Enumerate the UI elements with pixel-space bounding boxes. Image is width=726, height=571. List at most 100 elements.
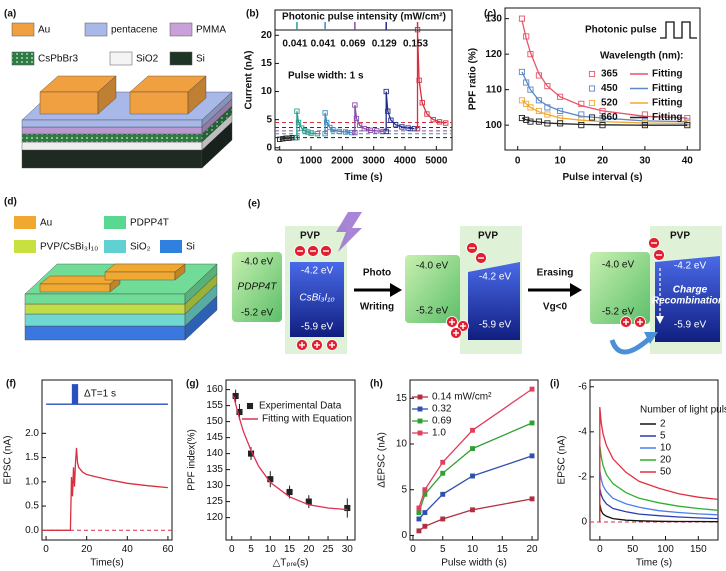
x-tick-label: 15 — [284, 544, 296, 555]
marker — [529, 420, 535, 426]
marker — [544, 111, 551, 118]
x-tick-label: 10 — [555, 155, 567, 166]
marker — [414, 125, 421, 132]
legend-label: Experimental Data — [259, 401, 342, 412]
legend-label: 0.69 — [432, 416, 452, 427]
x-axis-label: Time(s) — [90, 557, 124, 568]
layer-front — [104, 271, 176, 281]
x-tick-label: 20 — [81, 544, 93, 555]
marker — [436, 119, 443, 125]
x-tick-label: 30 — [639, 155, 651, 166]
y-axis-label: PPF ratio (%) — [468, 48, 479, 110]
light-bolt — [336, 212, 362, 252]
x-tick-label: 40 — [122, 544, 134, 555]
legend-label: Au — [40, 218, 52, 229]
energy-label: -5.9 eV — [674, 320, 707, 331]
y-axis-label: EPSC (nA) — [557, 436, 568, 485]
series-line — [46, 447, 168, 531]
y-tick-label: 150 — [206, 416, 223, 427]
layer-shade — [185, 284, 217, 326]
layer-shade — [185, 274, 217, 314]
x-tick-label: 0 — [410, 544, 416, 555]
layer-front — [21, 133, 203, 143]
marker — [440, 459, 446, 465]
marker — [578, 122, 585, 129]
legend-swatch — [104, 216, 126, 229]
x-tick-label: 1000 — [300, 155, 323, 166]
legend-label: 520 — [601, 98, 618, 109]
series-line — [599, 488, 719, 522]
donor-box — [590, 252, 650, 324]
energy-label: -4.0 eV — [602, 260, 635, 271]
series-line — [521, 71, 688, 123]
layer-shade — [185, 296, 217, 340]
plot-frame — [41, 379, 173, 541]
y-tick-label: 140 — [206, 448, 223, 459]
arrow-head — [390, 283, 402, 297]
y-tick-label: 10 — [261, 86, 273, 97]
y-tick-label: 10 — [396, 439, 408, 450]
energy-label: -4.0 eV — [241, 257, 274, 268]
y-tick-label: 100 — [485, 120, 502, 131]
y-tick-label: 130 — [206, 480, 223, 491]
legend-label: 20 — [660, 455, 672, 466]
annotation: ΔT=1 s — [84, 389, 116, 400]
x-axis-label: Time (s) — [344, 172, 382, 183]
legend-swatch — [160, 240, 182, 253]
layer-shade — [188, 76, 206, 114]
legend-label: Si — [186, 242, 195, 253]
marker — [443, 120, 449, 126]
marker — [322, 110, 328, 116]
legend-label: Fitting — [652, 83, 683, 94]
marker — [416, 77, 422, 83]
legend-marker — [246, 402, 254, 410]
marker — [361, 125, 367, 132]
marker — [308, 130, 314, 136]
layer-shade — [202, 99, 232, 134]
marker — [470, 427, 475, 433]
series-line — [46, 384, 168, 405]
panel-label: (d) — [4, 197, 17, 208]
pulse-intensity: 0.041 — [282, 39, 307, 50]
legend-label: 365 — [601, 69, 618, 80]
series-line — [521, 117, 688, 126]
energy-label: -5.2 eV — [416, 306, 449, 317]
marker — [367, 127, 374, 133]
marker — [470, 507, 475, 513]
marker — [399, 124, 405, 130]
y-tick-label: 5 — [401, 484, 407, 495]
plot-frame — [274, 9, 453, 151]
x-axis-label: Time (s) — [636, 557, 672, 568]
layer-side — [97, 75, 117, 115]
marker — [416, 505, 422, 511]
y-axis-label: Current (nA) — [244, 51, 255, 110]
legend-marker — [588, 99, 596, 107]
legend-marker — [588, 114, 596, 121]
marker — [305, 129, 311, 135]
legend-label: Fitting — [652, 112, 683, 123]
x-tick-label: 15 — [497, 544, 509, 555]
layer-front — [24, 313, 186, 327]
x-tick-label: 3000 — [363, 155, 386, 166]
legend-label: pentacene — [111, 25, 158, 36]
legend-swatch — [169, 51, 193, 66]
layer-shade — [175, 264, 185, 280]
energy-label: -4.2 eV — [479, 272, 512, 283]
panel-label: (h) — [370, 379, 383, 390]
marker — [518, 114, 526, 122]
panel-e: (e) PVP -4.0 eV PDPP4T -5.2 eV -4.2 eV C… — [232, 199, 724, 355]
legend-label: CsPbBr3 — [38, 54, 78, 65]
material-label: CsBi₃I₁₀ — [299, 293, 334, 304]
y-tick-label: 110 — [486, 84, 503, 95]
marker — [470, 473, 475, 479]
x-tick-label: 25 — [322, 544, 334, 555]
marker — [280, 136, 286, 142]
marker — [349, 129, 355, 136]
series-line — [599, 445, 719, 522]
marker — [302, 128, 308, 134]
legend-label: 2 — [660, 419, 666, 430]
legend-swatch — [109, 51, 133, 66]
